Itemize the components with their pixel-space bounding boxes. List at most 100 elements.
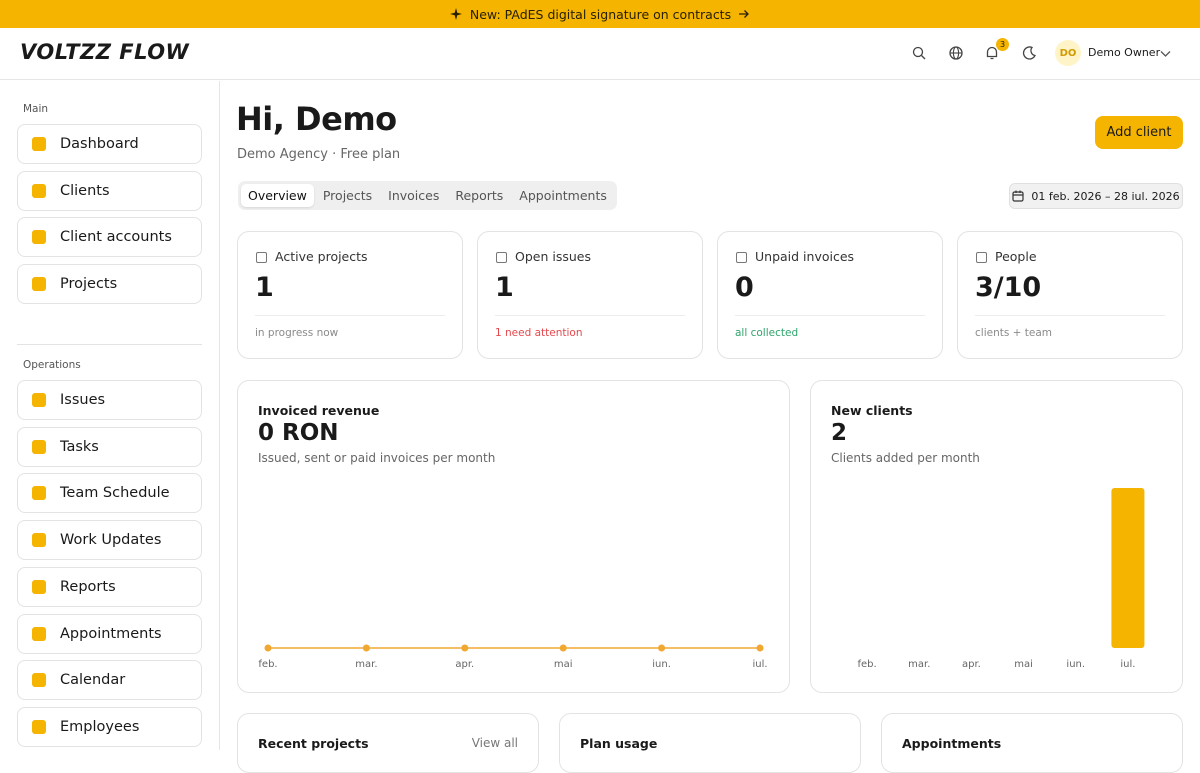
chart: feb. mar. apr. mai iun. iul. (258, 644, 768, 670)
date-range-button[interactable]: 01 feb. 2026 – 28 iul. 2026 (1009, 183, 1183, 209)
section-title: Operations (23, 359, 81, 371)
tab[interactable]: Invoices (388, 188, 440, 203)
stat-value: 0 (735, 272, 754, 303)
divider (255, 315, 445, 316)
avatar[interactable]: DO (1055, 40, 1081, 66)
nav-item[interactable]: Tasks (17, 426, 202, 467)
nav-label: Work Updates (60, 532, 162, 549)
nav-icon (32, 230, 46, 245)
nav-item[interactable]: Clients (17, 170, 202, 211)
stat-value: 1 (255, 272, 274, 303)
point (461, 644, 469, 652)
nav-item[interactable]: Projects (17, 264, 202, 305)
x-tick-label: iun. (1066, 659, 1085, 670)
view-all-link[interactable]: View all (471, 736, 518, 750)
chart-total: 2 (831, 420, 848, 446)
section-title: Main (23, 103, 49, 115)
chevron-icon[interactable] (1160, 50, 1171, 58)
theme-icon[interactable] (1021, 45, 1037, 61)
nav-label: Tasks (60, 438, 99, 455)
x-tick-label: mai (554, 659, 573, 670)
bell-icon[interactable] (984, 45, 1000, 61)
card-title: Appointments (902, 736, 1002, 751)
point (559, 644, 567, 652)
chart-total: 0 RON (258, 420, 339, 446)
nav-label: Calendar (60, 672, 126, 689)
stat-icon (976, 252, 987, 263)
tab[interactable]: Projects (322, 188, 373, 203)
stat-label: Active projects (275, 249, 368, 264)
nav-item[interactable]: Employees (17, 706, 202, 747)
point (362, 644, 370, 652)
nav-icon (32, 393, 46, 407)
nav-label: Reports (60, 578, 116, 595)
nav-icon (32, 137, 46, 151)
nav-label: Appointments (60, 625, 162, 642)
announcement-banner[interactable]: New: PAdES digital signature on contract… (0, 0, 1200, 28)
x-tick-label: apr. (962, 659, 981, 670)
divider (735, 315, 925, 316)
nav-item[interactable]: Team Schedule (17, 473, 202, 514)
nav-label: Team Schedule (60, 485, 170, 502)
divider (975, 315, 1165, 316)
stat-label: Unpaid invoices (755, 249, 855, 264)
nav-icon (32, 533, 46, 548)
nav-item[interactable]: Client accounts (17, 217, 202, 258)
greeting: Hi, Demo (236, 100, 397, 138)
x-tick-label: mar. (908, 659, 930, 670)
nav-label: Clients (60, 182, 110, 199)
bar (1111, 488, 1145, 648)
stat-note: in progress now (255, 327, 339, 339)
nav-label: Employees (60, 718, 140, 735)
separator (17, 344, 202, 345)
arrow-icon (739, 10, 750, 18)
logo[interactable]: VOLTZZ FLOW (20, 40, 190, 64)
banner-text: New: PAdES digital signature on contract… (469, 6, 732, 22)
tab[interactable]: Appointments (519, 188, 607, 203)
user-name[interactable]: Demo Owner (1088, 46, 1161, 59)
notification-badge: 3 (996, 38, 1009, 51)
x-tick-label: mai (1014, 659, 1033, 670)
calendar-icon (1012, 190, 1025, 202)
nav-icon (32, 486, 46, 501)
stat-icon (256, 252, 267, 263)
tab[interactable]: Reports (455, 188, 504, 203)
point (756, 644, 764, 652)
nav-icon (32, 626, 46, 641)
chart-card: New clients 2 Clients added per month feb. m… (810, 380, 1183, 693)
nav-item[interactable]: Reports (17, 566, 202, 607)
summary-card: Recent projects View all (237, 713, 539, 773)
nav-item[interactable]: Issues (17, 380, 202, 420)
nav-icon (32, 719, 46, 734)
chart-title: New clients (831, 403, 913, 418)
card-title: Plan usage (580, 736, 658, 751)
stat-note: 1 need attention (495, 327, 583, 339)
x-tick-label: iul. (1120, 659, 1135, 670)
stat-card: People 3/10 clients + team (957, 231, 1183, 359)
chart-title: Invoiced revenue (258, 403, 380, 418)
subtitle: Demo Agency · Free plan (237, 147, 401, 162)
x-tick-label: feb. (258, 659, 277, 670)
chart-subtitle: Issued, sent or paid invoices per month (258, 451, 496, 465)
point (264, 644, 272, 652)
nav-item[interactable]: Appointments (17, 613, 202, 654)
nav-item[interactable]: Dashboard (17, 124, 202, 164)
stat-card: Unpaid invoices 0 all collected (717, 231, 943, 359)
nav-icon (32, 673, 46, 688)
nav-label: Projects (60, 276, 118, 293)
top-bar: VOLTZZ FLOW 3 DO Demo Owner (0, 28, 1200, 80)
stat-note: all collected (735, 327, 799, 339)
nav-item[interactable]: Work Updates (17, 520, 202, 561)
nav-label: Issues (60, 392, 106, 408)
summary-card: Appointments (881, 713, 1183, 773)
nav-label: Client accounts (60, 229, 172, 246)
language-icon[interactable] (948, 45, 964, 61)
search-icon[interactable] (911, 45, 927, 61)
nav-item[interactable]: Calendar (17, 660, 202, 701)
tab[interactable]: Overview (241, 184, 314, 207)
add-client-button[interactable]: Add client (1095, 116, 1183, 149)
nav-label: Dashboard (60, 136, 139, 152)
stat-label: People (995, 249, 1037, 264)
